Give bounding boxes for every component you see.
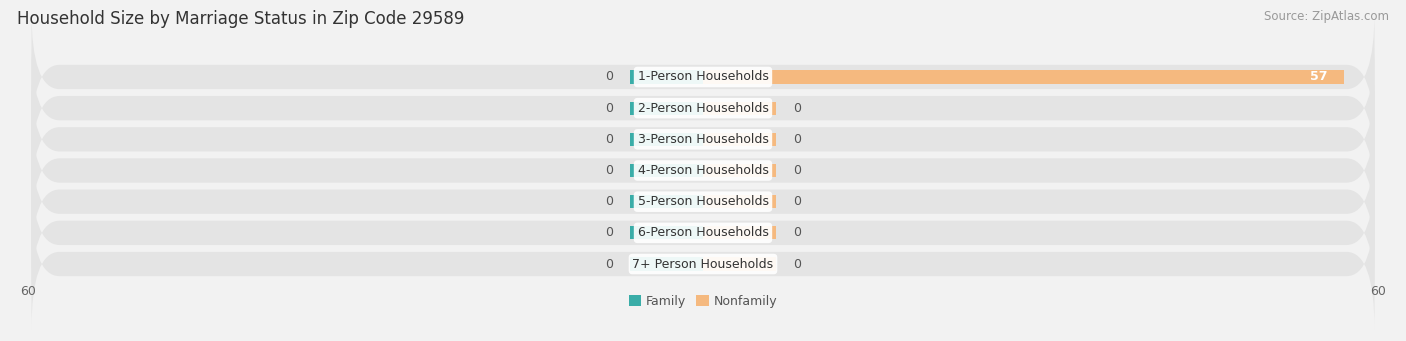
Text: 7+ Person Households: 7+ Person Households	[633, 257, 773, 270]
Text: 0: 0	[605, 164, 613, 177]
Bar	[630, 226, 703, 239]
Bar	[703, 102, 776, 115]
Text: 6-Person Households: 6-Person Households	[637, 226, 769, 239]
Legend: Family, Nonfamily: Family, Nonfamily	[624, 290, 782, 313]
FancyBboxPatch shape	[31, 167, 1375, 299]
Text: 0: 0	[605, 195, 613, 208]
Text: 0: 0	[793, 164, 801, 177]
FancyBboxPatch shape	[31, 74, 1375, 205]
Text: 1-Person Households: 1-Person Households	[637, 71, 769, 84]
FancyBboxPatch shape	[31, 11, 1375, 143]
Text: 4-Person Households: 4-Person Households	[637, 164, 769, 177]
Bar	[703, 133, 776, 146]
Text: 0: 0	[605, 71, 613, 84]
Bar	[630, 133, 703, 146]
Text: 0: 0	[793, 102, 801, 115]
Text: 0: 0	[605, 226, 613, 239]
Text: 0: 0	[605, 133, 613, 146]
Bar	[703, 164, 776, 177]
Bar	[703, 257, 776, 270]
Text: 0: 0	[793, 195, 801, 208]
Text: Source: ZipAtlas.com: Source: ZipAtlas.com	[1264, 10, 1389, 23]
Text: 0: 0	[605, 102, 613, 115]
Bar	[703, 226, 776, 239]
Text: 0: 0	[793, 257, 801, 270]
FancyBboxPatch shape	[31, 136, 1375, 267]
Bar	[630, 164, 703, 177]
Bar	[630, 71, 703, 84]
FancyBboxPatch shape	[31, 198, 1375, 330]
Text: Household Size by Marriage Status in Zip Code 29589: Household Size by Marriage Status in Zip…	[17, 10, 464, 28]
Text: 5-Person Households: 5-Person Households	[637, 195, 769, 208]
Text: 3-Person Households: 3-Person Households	[637, 133, 769, 146]
Text: 57: 57	[1310, 71, 1327, 84]
Bar	[630, 102, 703, 115]
Bar	[630, 195, 703, 208]
Text: 0: 0	[793, 226, 801, 239]
FancyBboxPatch shape	[31, 42, 1375, 174]
FancyBboxPatch shape	[31, 105, 1375, 236]
Bar	[630, 257, 703, 270]
Bar	[703, 71, 1344, 84]
Text: 0: 0	[793, 133, 801, 146]
Text: 0: 0	[605, 257, 613, 270]
Bar	[703, 195, 776, 208]
Text: 2-Person Households: 2-Person Households	[637, 102, 769, 115]
